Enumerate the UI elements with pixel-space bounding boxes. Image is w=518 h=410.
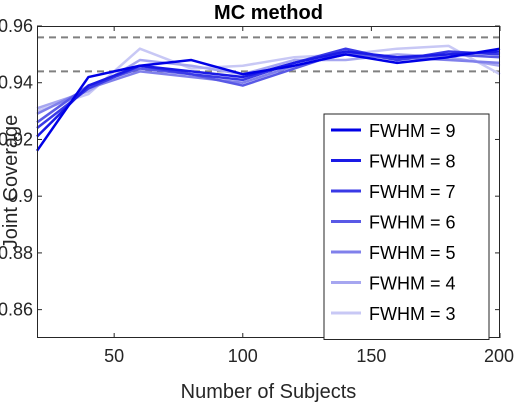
legend: FWHM = 9 FWHM = 8 FWHM = 7 FWHM = 6 FWHM = 5… — [323, 113, 490, 340]
chart-title: MC method — [214, 2, 323, 24]
x-tick-label: 50 — [104, 346, 124, 366]
legend-box — [323, 113, 490, 340]
legend-label: FWHM = 9 — [369, 121, 456, 141]
x-tick-label: 200 — [484, 346, 514, 366]
legend-label: FWHM = 8 — [369, 152, 456, 172]
x-axis-label: Number of Subjects — [181, 381, 357, 403]
series-line — [35, 47, 501, 152]
y-tick-label: 0.94 — [0, 73, 33, 93]
legend-label: FWHM = 6 — [369, 213, 456, 233]
x-tick-label: 150 — [356, 346, 386, 366]
y-tick-label: 0.92 — [0, 129, 33, 149]
legend-label: FWHM = 3 — [369, 304, 456, 324]
series-layer — [35, 44, 501, 152]
legend-label: FWHM = 5 — [369, 243, 456, 263]
axes-ticks: 50 100 150 200 0.86 0.88 0.9 0.92 0.94 0.96 — [0, 16, 514, 366]
legend-label: FWHM = 7 — [369, 182, 456, 202]
y-tick-label: 0.96 — [0, 16, 33, 36]
y-tick-label: 0.9 — [8, 186, 33, 206]
legend-label: FWHM = 4 — [369, 274, 456, 294]
y-tick-label: 0.88 — [0, 243, 33, 263]
plot-frame — [37, 26, 500, 338]
y-axis-label: Joint Coverage — [0, 115, 22, 250]
series-line — [36, 53, 501, 116]
x-tick-label: 100 — [228, 346, 258, 366]
y-tick-label: 0.86 — [0, 300, 33, 320]
